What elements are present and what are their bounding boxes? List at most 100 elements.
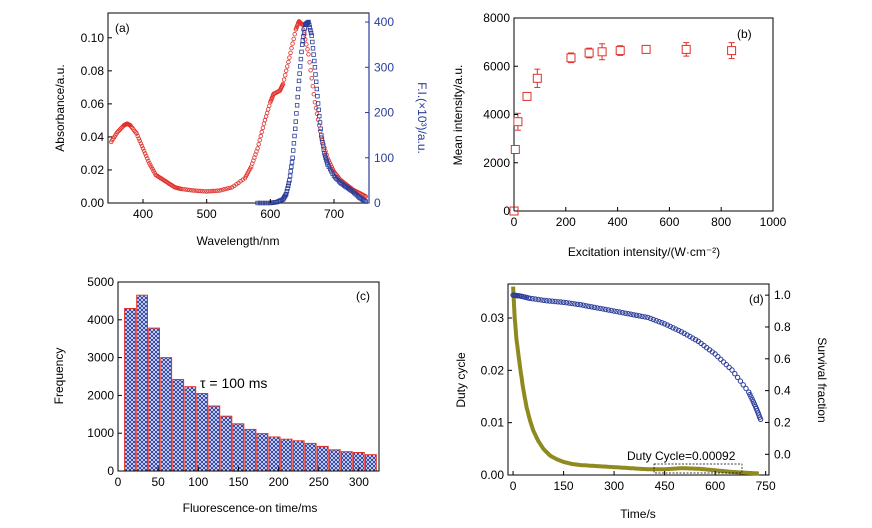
panel-b-plot-area (509, 42, 737, 216)
survival-point (600, 306, 606, 312)
panel-c-y-tick-label: 3000 (87, 351, 114, 365)
survival-point (633, 312, 640, 318)
data-point (681, 44, 691, 54)
panel-a-x-axis: 400 500 600 700 (133, 199, 344, 221)
panel-c-x-tick-label: 0 (115, 475, 122, 489)
absorbance-point (212, 188, 218, 194)
fluorescence-point (326, 164, 332, 169)
survival-point (737, 378, 744, 384)
histogram-bar (160, 357, 173, 472)
panel-b-y-tick-label: 8000 (483, 11, 510, 25)
panel-d-y-tick-label: 0.02 (481, 363, 505, 377)
panel-d-y2-tick-label: 1.0 (774, 288, 791, 302)
panel-b-x-tick-label: 1000 (760, 215, 787, 229)
survival-point (552, 298, 558, 305)
survival-point (678, 329, 685, 335)
panel-c-x-tick-label: 100 (188, 475, 208, 489)
survival-point (645, 314, 651, 321)
survival-point (732, 371, 738, 377)
absorbance-point (215, 188, 220, 193)
panel-a-x-tick-label: 500 (197, 207, 217, 221)
absorbance-point (115, 129, 120, 135)
panel-d-x-tick-label: 600 (705, 479, 725, 493)
survival-point (569, 300, 575, 307)
survival-point (664, 322, 671, 328)
fluorescence-point (296, 78, 302, 84)
absorbance-point (309, 76, 314, 81)
panel-d-y2-tick-label: 0.8 (774, 320, 791, 334)
survival-point (740, 382, 746, 388)
fluorescence-point (329, 169, 334, 174)
panel-c-y-tick-label: 2000 (87, 388, 114, 402)
absorbance-point (260, 125, 266, 130)
absorbance-point (266, 107, 271, 112)
panel-b-label: (b) (737, 27, 752, 41)
absorbance-point (225, 186, 231, 191)
survival-point (617, 309, 623, 315)
panel-d-frame (507, 283, 770, 476)
panel-c-x-tick-label: 50 (151, 475, 165, 489)
panel-c-y-tick-label: 0 (107, 464, 114, 478)
fluorescence-point (301, 30, 307, 35)
survival-point (734, 374, 741, 381)
survival-point (687, 333, 693, 340)
fluorescence-point (302, 26, 307, 31)
absorbance-point (263, 114, 269, 119)
survival-point (729, 367, 735, 373)
absorbance-point (223, 186, 228, 192)
panel-a-y-tick-label: 0.00 (81, 196, 105, 210)
survival-point (726, 364, 732, 370)
fluorescence-point (308, 30, 314, 36)
absorbance-point (307, 60, 312, 65)
absorbance-point (139, 143, 145, 149)
panel-d-x-tick-label: 150 (554, 479, 574, 493)
histogram-bar (244, 428, 257, 472)
survival-point (591, 304, 598, 310)
panel-a-plot-area (108, 13, 370, 206)
histogram-bar (292, 440, 305, 472)
absorbance-point (178, 186, 184, 192)
survival-point (538, 297, 544, 303)
panel-d-plot-area (510, 286, 764, 476)
fluorescence-point (289, 164, 294, 169)
fluorescence-point (300, 38, 305, 43)
survival-point (566, 300, 572, 306)
histogram-bar (304, 442, 317, 472)
absorbance-point (208, 188, 214, 194)
panel-a-x-tick-label: 600 (260, 207, 280, 221)
absorbance-point (217, 188, 222, 193)
panel-a-label: (a) (115, 21, 130, 35)
survival-point (597, 305, 603, 312)
fluorescence-point (318, 126, 323, 131)
fluorescence-point (313, 72, 318, 77)
survival-point (757, 416, 764, 422)
survival-point (560, 299, 567, 305)
panel-d-label: (d) (749, 292, 764, 306)
survival-point (608, 307, 614, 314)
fluorescence-point (313, 79, 319, 84)
panel-c-x-axis-title: Fluorescence-on time/ms (183, 501, 318, 515)
absorbance-point (193, 188, 199, 193)
absorbance-point (138, 141, 144, 146)
histogram-bar (365, 454, 377, 472)
panel-a-y-axis-right: 0 100 200 300 400 (365, 15, 394, 210)
panel-b-y-tick-label: 6000 (483, 59, 510, 73)
survival-point (603, 306, 609, 313)
fluorescence-point (260, 200, 265, 206)
histogram-bar (328, 449, 341, 472)
absorbance-point (204, 189, 209, 194)
absorbance-point (200, 188, 205, 194)
fluorescence-point (308, 27, 313, 33)
panel-d-y2-tick-label: 0.6 (774, 352, 791, 366)
fluorescence-point (299, 42, 305, 47)
survival-point (588, 304, 595, 310)
panel-b-x-tick-label: 400 (608, 215, 628, 229)
survival-point (642, 314, 648, 320)
absorbance-point (206, 189, 211, 194)
absorbance-point (136, 136, 141, 141)
panel-c-x-tick-label: 150 (228, 475, 248, 489)
data-point (510, 145, 520, 154)
absorbance-point (202, 189, 207, 194)
fluorescence-point (312, 65, 318, 70)
